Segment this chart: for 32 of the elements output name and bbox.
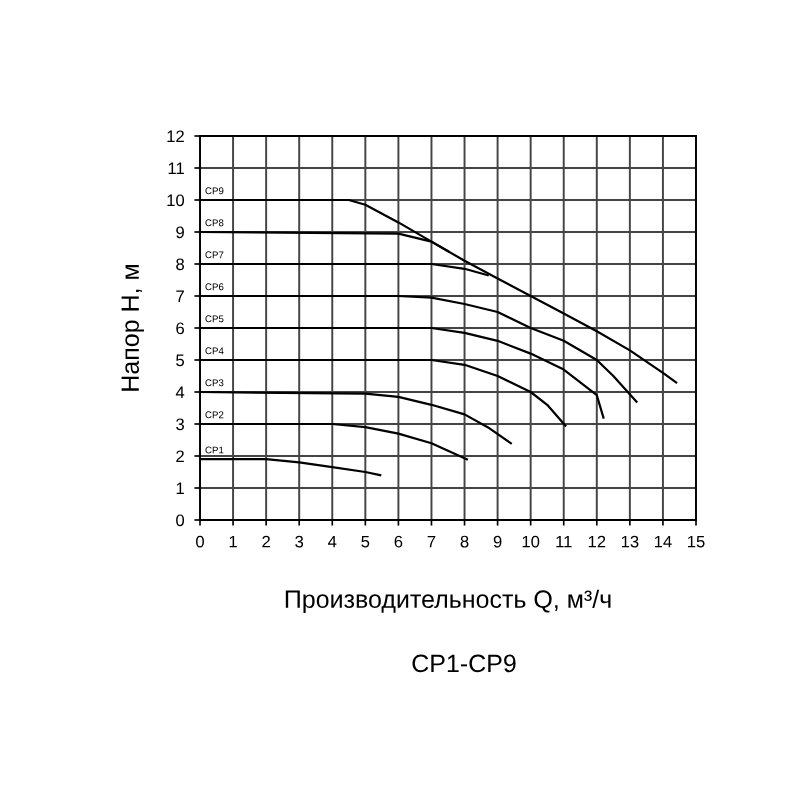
x-tick-label: 15 bbox=[688, 535, 705, 548]
y-tick-label: 4 bbox=[175, 386, 185, 399]
y-tick-label: 11 bbox=[168, 162, 184, 175]
y-tick-label: 0 bbox=[176, 514, 185, 527]
y-tick-label: 7 bbox=[176, 290, 184, 303]
y-tick-label: 12 bbox=[167, 130, 184, 143]
x-tick-label: 4 bbox=[328, 535, 337, 548]
x-tick-label: 9 bbox=[493, 535, 502, 548]
x-tick-label: 12 bbox=[588, 535, 606, 548]
y-tick-label: 9 bbox=[176, 226, 184, 239]
y-tick-label: 10 bbox=[167, 194, 185, 207]
text: CP1-CP9 bbox=[412, 654, 516, 673]
x-tick-label: 7 bbox=[427, 535, 436, 548]
y-tick-label: 1 bbox=[176, 482, 184, 495]
x-tick-label: 3 bbox=[295, 535, 304, 548]
x-tick-label: 10 bbox=[522, 535, 540, 548]
y-tick-label: 5 bbox=[176, 354, 185, 367]
x-tick-label: 8 bbox=[460, 535, 469, 548]
x-tick-label: 14 bbox=[654, 535, 672, 548]
y-tick-label: 6 bbox=[176, 322, 184, 335]
x-tick-label: 11 bbox=[556, 535, 572, 548]
x-tick-label: 5 bbox=[361, 535, 370, 548]
x-tick-label: 2 bbox=[262, 535, 270, 548]
x-tick-label: 1 bbox=[229, 535, 237, 548]
x-axis-title: Производительность Q, м³/ч bbox=[285, 589, 611, 614]
x-tick-label: 0 bbox=[196, 535, 204, 548]
y-tick-label: 8 bbox=[176, 258, 184, 271]
x-tick-label: 6 bbox=[394, 535, 403, 548]
x-tick-label: 13 bbox=[621, 535, 639, 548]
y-tick-label: 3 bbox=[176, 418, 184, 431]
y-tick-label: 2 bbox=[176, 450, 184, 463]
y-axis-title: Напор H, м bbox=[121, 265, 144, 391]
